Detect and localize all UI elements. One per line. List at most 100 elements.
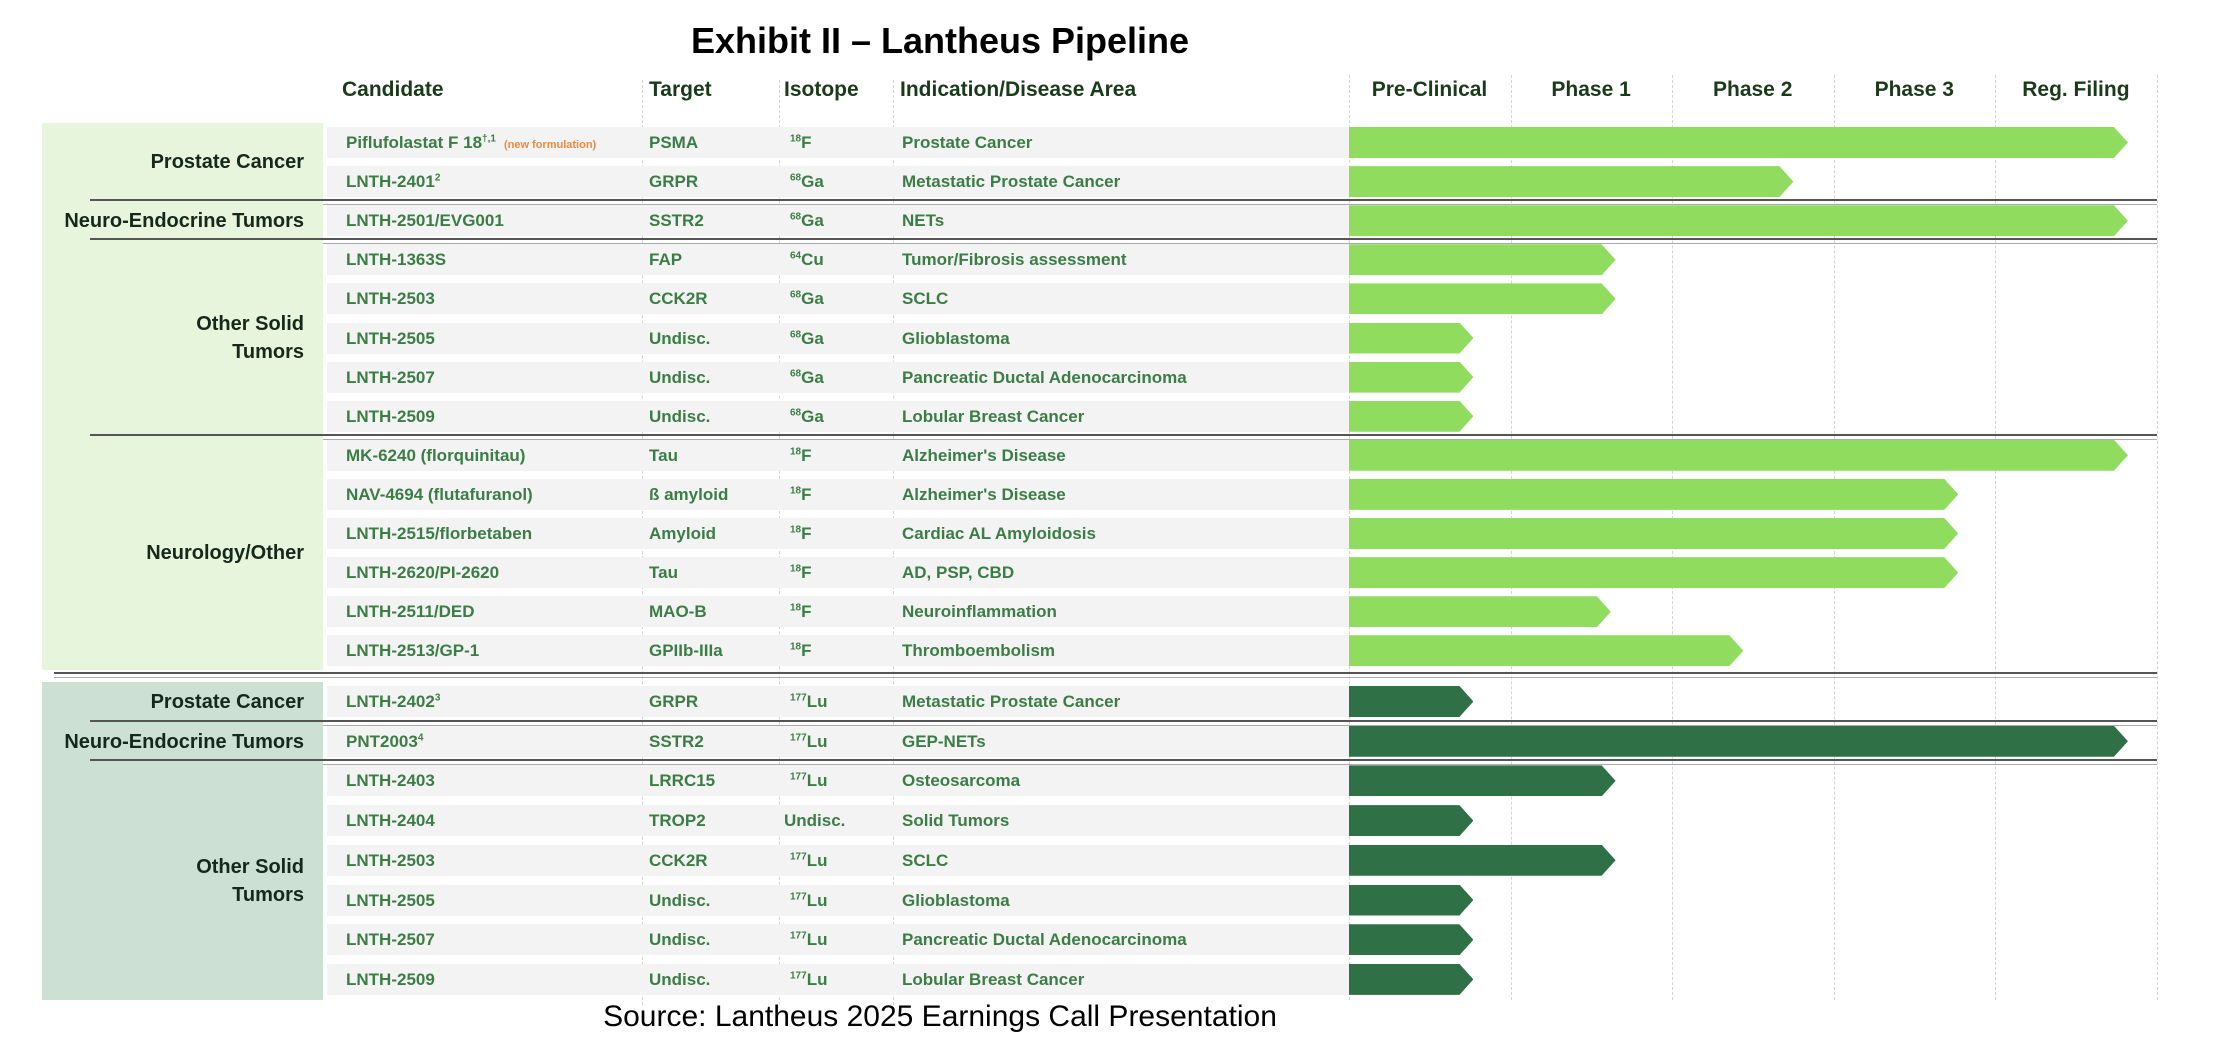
isotope-mass-number: 68 <box>790 407 802 419</box>
category-background <box>42 721 323 762</box>
target-cell: Undisc. <box>649 890 711 910</box>
indication-cell: Pancreatic Ductal Adenocarcinoma <box>902 367 1187 387</box>
indication-cell: Glioblastoma <box>902 328 1010 348</box>
phase-header: Phase 3 <box>1874 78 1954 101</box>
category-label: Neuro-Endocrine Tumors <box>64 730 304 753</box>
phase-header: Reg. Filing <box>2022 78 2130 101</box>
indication-cell: AD, PSP, CBD <box>902 563 1015 583</box>
isotope-mass-number: 68 <box>790 289 802 301</box>
candidate-text: LNTH-2513/GP-1 <box>346 641 480 661</box>
isotope-mass-number: 18 <box>790 133 802 145</box>
indication-cell: Prostate Cancer <box>902 133 1033 152</box>
group-separator <box>90 238 2157 245</box>
isotope-mass-number: 177 <box>790 771 807 783</box>
indication-cell: Glioblastoma <box>902 890 1010 910</box>
isotope-cell: 18F <box>790 518 812 549</box>
pipeline-progress-bar <box>1349 885 1473 916</box>
category-label: Prostate Cancer <box>150 690 304 713</box>
isotope-mass-number: 18 <box>790 641 802 653</box>
isotope-element: Lu <box>806 850 828 870</box>
candidate-name: LNTH-2501/EVG001 <box>346 205 504 236</box>
candidate-name: LNTH-2505 <box>346 885 435 916</box>
isotope-mass-number: 177 <box>790 890 807 902</box>
candidate-text: LNTH-2509 <box>346 406 435 426</box>
isotope-element: Undisc. <box>784 811 846 831</box>
isotope-mass-number: 68 <box>790 211 802 223</box>
category-label: Other Solid Tumors <box>196 855 304 906</box>
isotope-mass-number: 18 <box>790 602 802 614</box>
table-row-background <box>327 478 1349 510</box>
pipeline-progress-bar <box>1349 479 1958 510</box>
pipeline-progress-bar <box>1349 964 1473 995</box>
candidate-text: LNTH-2620/PI-2620 <box>346 563 500 583</box>
candidate-name: LNTH-24012 <box>346 166 440 197</box>
indication-cell: Neuroinflammation <box>902 602 1057 622</box>
candidate-text: MK-6240 (florquinitau) <box>346 445 526 465</box>
isotope-mass-number: 177 <box>790 692 807 704</box>
pipeline-progress-bar <box>1349 362 1473 393</box>
candidate-name: LNTH-2515/florbetaben <box>346 518 532 549</box>
pipeline-progress-bar <box>1349 557 1958 588</box>
column-header-target: Target <box>649 78 712 101</box>
candidate-name: LNTH-1363S <box>346 244 446 275</box>
isotope-cell: 68Ga <box>790 362 824 393</box>
table-row-background <box>327 127 1349 158</box>
target-cell: GRPR <box>649 692 699 711</box>
target-cell: SSTR2 <box>649 211 704 231</box>
table-row-background <box>327 244 1349 276</box>
pipeline-progress-bar <box>1349 283 1616 314</box>
indication-cell: Pancreatic Ductal Adenocarcinoma <box>902 930 1187 950</box>
isotope-element: Lu <box>806 731 828 751</box>
table-row-background <box>327 924 1349 956</box>
table-row-background <box>327 765 1349 797</box>
indication-cell: GEP-NETs <box>902 731 986 751</box>
table-row-background <box>327 439 1349 471</box>
table-row-background <box>327 884 1349 916</box>
isotope-cell: 68Ga <box>790 323 824 354</box>
indication-cell: SCLC <box>902 850 949 870</box>
table-row-background <box>327 686 1349 717</box>
candidate-name: LNTH-2507 <box>346 924 435 955</box>
category-label: Neurology/Other <box>146 542 304 565</box>
indication-cell: SCLC <box>902 289 949 309</box>
candidate-text: NAV-4694 (flutafuranol) <box>346 484 533 504</box>
category-background <box>42 201 323 241</box>
isotope-cell: 177Lu <box>790 845 827 876</box>
target-cell: SSTR2 <box>649 731 704 751</box>
isotope-cell: 18F <box>790 557 812 588</box>
isotope-element: Lu <box>806 692 828 711</box>
phase-header: Pre-Clinical <box>1371 78 1488 101</box>
target-cell: CCK2R <box>649 850 708 870</box>
indication-cell: Thromboembolism <box>902 641 1056 661</box>
category-background <box>42 682 323 722</box>
phase-gridline <box>1995 75 1997 1000</box>
candidate-text: LNTH-2401 <box>346 172 435 192</box>
isotope-cell: 18F <box>790 127 812 158</box>
pipeline-progress-bar <box>1349 244 1616 275</box>
isotope-mass-number: 68 <box>790 367 802 379</box>
candidate-text: LNTH-2503 <box>346 850 435 870</box>
table-row-background <box>327 596 1349 628</box>
table-row-background <box>327 557 1349 589</box>
isotope-element: Cu <box>801 250 824 270</box>
isotope-element: F <box>801 445 812 465</box>
candidate-text: LNTH-2511/DED <box>346 602 475 622</box>
isotope-element: F <box>801 641 812 661</box>
isotope-element: F <box>801 524 812 543</box>
candidate-text: LNTH-2501/EVG001 <box>346 211 504 231</box>
target-cell: Tau <box>649 445 678 465</box>
target-cell: PSMA <box>649 133 699 152</box>
group-separator <box>90 433 2157 440</box>
table-row-background <box>327 725 1349 757</box>
category-label: Neuro-Endocrine Tumors <box>64 209 304 232</box>
group-separator <box>90 759 2157 766</box>
pipeline-progress-bar <box>1349 127 2128 158</box>
candidate-text: LNTH-1363S <box>346 250 447 270</box>
table-row-background <box>327 322 1349 354</box>
candidate-text: LNTH-2404 <box>346 811 435 831</box>
isotope-cell: 177Lu <box>790 924 827 955</box>
candidate-name: PNT20034 <box>346 726 423 757</box>
isotope-element: Lu <box>806 890 828 910</box>
indication-cell: Metastatic Prostate Cancer <box>902 692 1121 711</box>
table-row-background <box>327 963 1349 995</box>
